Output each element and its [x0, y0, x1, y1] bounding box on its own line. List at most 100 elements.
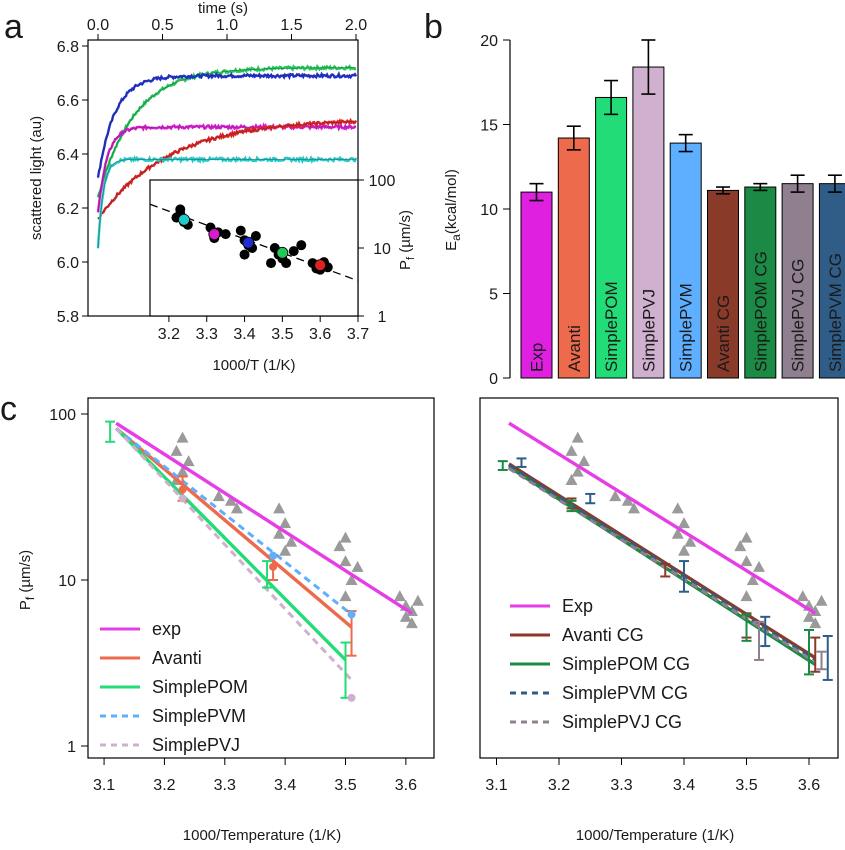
- fit-line-0: [115, 421, 413, 615]
- bar-label: SimplePVJ: [639, 289, 658, 372]
- inset-x-tick-label: 3.2: [158, 326, 180, 343]
- panel-c-left-plot: [105, 420, 424, 702]
- panel-label-c: c: [0, 390, 17, 428]
- experimental-point: [815, 594, 828, 606]
- panel-c-right-x-axis-label: 1000/Temperature (1/K): [576, 827, 734, 844]
- sim-marker: [178, 494, 187, 503]
- sim-marker: [347, 693, 356, 702]
- inset-data-point: [296, 240, 307, 251]
- experimental-point: [809, 617, 822, 629]
- inset-highlight-point: [178, 213, 190, 226]
- experimental-point: [339, 555, 352, 567]
- c-x-tick-label: 3.3: [214, 777, 236, 794]
- experimental-point: [571, 465, 584, 477]
- experimental-point: [796, 590, 809, 602]
- inset-x-tick-label: 3.6: [309, 326, 331, 343]
- inset-x-tick-label: 3.7: [347, 326, 369, 343]
- experimental-point: [224, 494, 237, 506]
- experimental-point: [671, 527, 684, 539]
- experimental-point: [565, 444, 578, 456]
- panel-c-left-y-axis-label: Pf (µm/s): [17, 550, 37, 610]
- sim-marker: [269, 551, 278, 560]
- experimental-point: [212, 490, 225, 502]
- inset-data-point: [281, 258, 292, 269]
- panel-a-curves: [96, 63, 358, 249]
- c-x-tick-label: 3.1: [93, 777, 115, 794]
- inset-y-tick-label: 1: [378, 309, 387, 326]
- bar-label: Exp: [528, 343, 547, 372]
- legend-label: SimplePOM CG: [562, 654, 690, 674]
- experimental-point: [578, 455, 590, 467]
- y-tick-label: 6.8: [57, 39, 79, 56]
- inset-highlight-point: [208, 228, 221, 241]
- panel-a: 0.0 0.5 1.0 1.5 2.0 5.8 6.0 6.2 6.4 6.6 6.8 time …: [28, 0, 417, 374]
- experimental-point: [176, 431, 189, 443]
- panel-c-left-x-axis-label: 1000/Temperature (1/K): [183, 827, 341, 844]
- experimental-point: [740, 531, 753, 543]
- experimental-point: [176, 465, 189, 477]
- panel-c-left-x-ticks: 3.1 3.2 3.3 3.4 3.5 3.6: [93, 758, 417, 794]
- time-tick-label: 1.0: [216, 17, 238, 34]
- fit-line-4: [115, 427, 353, 681]
- panel-a-y-ticks: 5.8 6.0 6.2 6.4 6.6 6.8: [57, 39, 88, 326]
- inset-data-point: [250, 231, 261, 242]
- fit-line-0: [508, 421, 817, 615]
- y-tick-label: 6.4: [57, 147, 79, 164]
- experimental-point: [351, 560, 364, 572]
- legend-label: SimplePOM: [152, 677, 248, 697]
- experimental-point: [628, 502, 640, 514]
- c-y-tick-label: 10: [58, 573, 76, 590]
- inset-plot: [149, 203, 359, 282]
- c-y-tick-label: 100: [49, 407, 76, 424]
- b-y-tick-label: 20: [480, 33, 498, 50]
- bar-1: [557, 137, 590, 379]
- y-tick-label: 5.8: [57, 309, 79, 326]
- sim-marker: [269, 562, 278, 571]
- inset-data-point: [235, 225, 246, 236]
- inset-y-axis-label: Pf (µm/s): [397, 210, 417, 270]
- experimental-point: [279, 544, 292, 556]
- b-y-tick-label: 0: [489, 371, 498, 388]
- y-tick-label: 6.0: [57, 255, 79, 272]
- inset-x-tick-label: 3.4: [233, 326, 255, 343]
- c-x-tick-label: 3.5: [334, 777, 356, 794]
- c-x-tick-label: 3.4: [673, 777, 695, 794]
- fit-line-4: [508, 467, 817, 664]
- experimental-point: [273, 502, 286, 514]
- inset-x-ticks: 3.2 3.3 3.4 3.5 3.6 3.7: [158, 316, 369, 343]
- bar-label: SimplePVM CG: [826, 253, 845, 372]
- experimental-point: [393, 590, 406, 602]
- legend-label: SimplePVM: [152, 706, 246, 726]
- legend-label: SimplePVJ: [152, 735, 240, 755]
- legend-label: SimplePVJ CG: [562, 712, 682, 732]
- time-tick-label: 0.0: [87, 17, 109, 34]
- panel-c-right: 3.1 3.2 3.3 3.4 3.5 3.6 Exp Avanti CG SimplePOM…: [479, 397, 839, 844]
- bar-4: [669, 142, 702, 379]
- experimental-point: [170, 444, 183, 456]
- legend-label: Avanti: [152, 648, 202, 668]
- time-trace-2: [96, 122, 357, 213]
- inset-y-tick-label: 10: [373, 241, 391, 258]
- c-x-tick-label: 3.2: [153, 777, 175, 794]
- c-x-tick-label: 3.3: [610, 777, 632, 794]
- experimental-point: [399, 610, 412, 622]
- c-x-tick-label: 3.6: [798, 777, 820, 794]
- experimental-point: [803, 610, 815, 622]
- inset-highlight-point: [276, 246, 289, 259]
- time-trace-fit-1: [97, 75, 356, 179]
- time-tick-label: 2.0: [345, 17, 367, 34]
- experimental-point: [182, 455, 195, 467]
- inset-x-tick-label: 3.5: [271, 326, 293, 343]
- experimental-point: [333, 540, 346, 552]
- panel-b-y-ticks: 0 5 10 15 20: [480, 33, 510, 388]
- experimental-point: [746, 574, 759, 585]
- experimental-point: [285, 535, 298, 547]
- bar-7: [781, 183, 814, 379]
- inset-data-point: [288, 246, 299, 257]
- b-y-tick-label: 10: [480, 202, 498, 219]
- panel-a-time-ticks: 0.0 0.5 1.0 1.5 2.0: [87, 17, 367, 40]
- bar-label: SimplePVM: [677, 283, 696, 372]
- experimental-point: [671, 502, 684, 514]
- experimental-point: [411, 594, 424, 606]
- panel-label-b: b: [424, 8, 443, 46]
